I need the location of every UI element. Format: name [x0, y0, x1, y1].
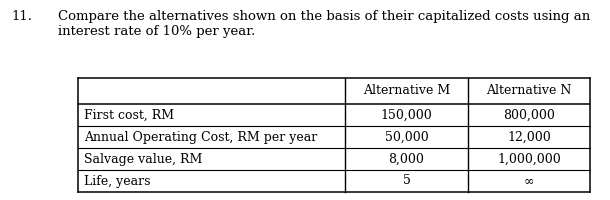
Text: 800,000: 800,000 [503, 108, 555, 121]
Text: Alternative M: Alternative M [363, 84, 450, 97]
Text: Annual Operating Cost, RM per year: Annual Operating Cost, RM per year [84, 130, 317, 144]
Text: 8,000: 8,000 [389, 152, 425, 166]
Text: 50,000: 50,000 [385, 130, 428, 144]
Text: 12,000: 12,000 [507, 130, 551, 144]
Text: Salvage value, RM: Salvage value, RM [84, 152, 203, 166]
Text: 150,000: 150,000 [381, 108, 432, 121]
Text: Compare the alternatives shown on the basis of their capitalized costs using an: Compare the alternatives shown on the ba… [58, 10, 590, 23]
Text: 11.: 11. [11, 10, 32, 23]
Text: First cost, RM: First cost, RM [84, 108, 174, 121]
Text: interest rate of 10% per year.: interest rate of 10% per year. [58, 25, 256, 38]
Text: Life, years: Life, years [84, 174, 151, 188]
Text: ∞: ∞ [524, 174, 534, 188]
Text: Alternative N: Alternative N [486, 84, 572, 97]
Text: 5: 5 [403, 174, 411, 188]
Text: 1,000,000: 1,000,000 [497, 152, 561, 166]
